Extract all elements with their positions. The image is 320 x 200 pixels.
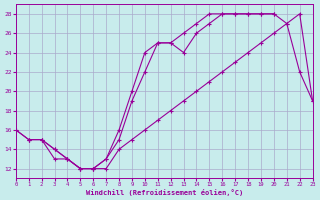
X-axis label: Windchill (Refroidissement éolien,°C): Windchill (Refroidissement éolien,°C) xyxy=(85,189,243,196)
